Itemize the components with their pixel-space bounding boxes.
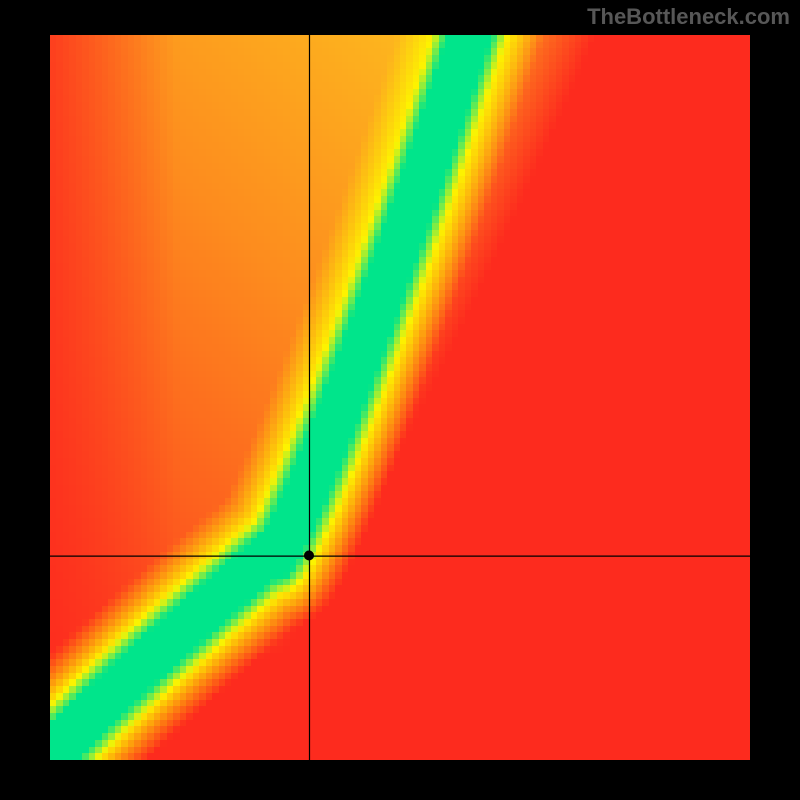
chart-container: { "attribution": { "text": "TheBottlenec… bbox=[0, 0, 800, 800]
crosshair-overlay bbox=[0, 0, 800, 800]
attribution-label: TheBottleneck.com bbox=[587, 4, 790, 30]
